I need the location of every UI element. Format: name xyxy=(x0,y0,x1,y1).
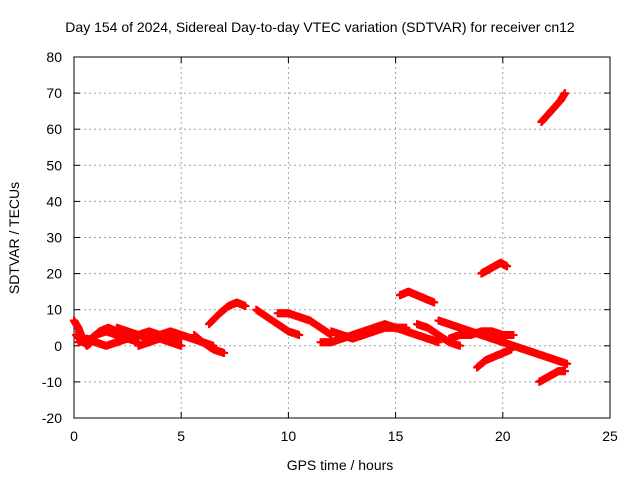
series-arc-18 xyxy=(445,327,518,343)
series-arc-22 xyxy=(535,367,569,386)
series-arc-21 xyxy=(498,338,572,368)
data-points xyxy=(70,89,572,386)
series-arc-9 xyxy=(205,298,250,329)
y-tick-label: 80 xyxy=(46,49,62,65)
data-point xyxy=(560,367,569,376)
series-arc-16 xyxy=(413,320,464,350)
y-tick-label: 0 xyxy=(54,338,62,354)
series-arc-23 xyxy=(537,89,569,126)
series-arc-19 xyxy=(477,258,512,278)
data-point xyxy=(220,349,229,358)
x-tick-label: 15 xyxy=(388,428,404,444)
series-arc-6 xyxy=(134,334,186,350)
series-arc-8 xyxy=(190,330,229,358)
axis-ticks: 0 5 10 15 20 25 -20 -10 0 10 20 30 40 50 60 70 80 xyxy=(42,49,618,444)
x-tick-label: 20 xyxy=(495,428,511,444)
chart-title: Day 154 of 2024, Sidereal Day-to-day VTE… xyxy=(65,19,575,35)
y-axis-label: SDTVAR / TECUs xyxy=(6,181,22,295)
series-arc-20 xyxy=(473,345,516,372)
data-point xyxy=(295,330,304,339)
data-point xyxy=(177,341,186,350)
data-point xyxy=(241,302,250,311)
y-tick-label: -20 xyxy=(42,410,62,426)
series-arc-15 xyxy=(395,287,439,307)
data-point xyxy=(455,341,464,350)
data-point xyxy=(560,89,569,98)
data-point xyxy=(509,330,518,339)
y-tick-label: 40 xyxy=(46,193,62,209)
grid-lines xyxy=(74,57,610,418)
x-tick-label: 25 xyxy=(602,428,618,444)
y-tick-label: 60 xyxy=(46,121,62,137)
data-point xyxy=(434,338,443,347)
y-tick-label: 30 xyxy=(46,230,62,246)
y-tick-label: -10 xyxy=(42,374,62,390)
x-tick-label: 10 xyxy=(281,428,297,444)
data-point xyxy=(503,262,512,271)
y-tick-label: 20 xyxy=(46,266,62,282)
series-arc-10 xyxy=(252,305,304,339)
data-point xyxy=(430,298,439,307)
x-tick-label: 0 xyxy=(70,428,78,444)
y-tick-label: 70 xyxy=(46,85,62,101)
series-arc-11 xyxy=(273,309,336,339)
y-tick-label: 50 xyxy=(46,157,62,173)
series-arc-14 xyxy=(370,320,443,347)
x-tick-label: 5 xyxy=(177,428,185,444)
x-axis-label: GPS time / hours xyxy=(286,457,394,473)
y-tick-label: 10 xyxy=(46,302,62,318)
data-point xyxy=(563,359,572,368)
